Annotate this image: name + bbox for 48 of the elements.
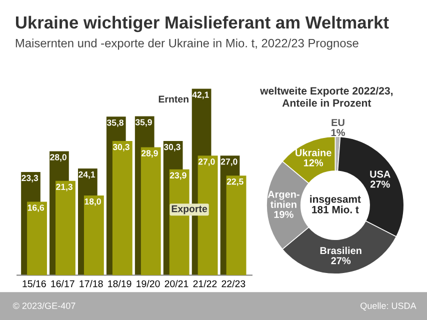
slice-label: Brasilien	[320, 246, 362, 254]
bar	[27, 202, 47, 276]
data-label: 22,5	[226, 178, 244, 186]
data-label: 24,1	[78, 171, 96, 179]
data-label: 16,6	[28, 204, 44, 212]
chart-title: Ukraine wichtiger Maislieferant am Weltmarkt	[16, 16, 389, 32]
text: insgesamt 181 Mio. t	[310, 195, 361, 214]
data-label: 23,9	[170, 172, 186, 180]
data-label: 12%	[304, 159, 324, 166]
data-label: 27,0	[198, 158, 215, 166]
bar	[226, 176, 246, 276]
series-label: Ernten	[158, 96, 188, 103]
data-label: 19%	[274, 210, 294, 218]
chart-subtitle: Maisernten und -exporte der Ukraine in Mio. t, 2022/23 Prognose	[16, 38, 358, 50]
data-label: 28,9	[142, 150, 158, 158]
chart-title: weltweite Exporte 2022/23, Anteile in Prozent	[260, 86, 393, 107]
data-label: 27%	[370, 180, 390, 188]
bar	[140, 147, 161, 276]
data-label: 30,3	[112, 144, 130, 152]
data-label: 27,0	[220, 158, 238, 166]
slice-label: Ukraine	[296, 148, 332, 156]
x-tick-label: 15/16	[22, 280, 46, 288]
bar	[56, 180, 76, 276]
x-tick-label: 16/17	[51, 280, 74, 288]
data-label: 27%	[331, 257, 351, 264]
data-label: 18,0	[84, 198, 101, 206]
x-tick-label: 22/23	[222, 280, 246, 288]
x-tick-label: 20/21	[164, 280, 188, 288]
data-label: 28,0	[50, 154, 66, 162]
x-tick-label: 18/19	[108, 280, 132, 288]
data-label: 42,1	[192, 92, 209, 100]
data-label: 1%	[331, 129, 345, 136]
x-tick-label: 21/22	[193, 280, 217, 288]
source-note: Quelle: USDA	[360, 302, 416, 311]
data-label: 30,3	[164, 144, 180, 152]
bar	[84, 196, 104, 276]
data-label: 35,9	[135, 119, 152, 127]
data-label: 23,3	[22, 174, 38, 182]
data-label: 21,3	[56, 184, 73, 192]
series-label: Exporte	[172, 205, 208, 214]
slice-label: Argen- tinien	[268, 190, 300, 208]
slice-label: EU	[332, 119, 344, 126]
text: © 2023/GE-407	[12, 302, 76, 309]
data-label: 35,8	[106, 120, 124, 128]
slice-label: USA	[370, 170, 390, 178]
x-tick-label: 19/20	[136, 280, 160, 288]
x-tick-label: 17/18	[80, 280, 103, 288]
bar	[112, 141, 132, 276]
